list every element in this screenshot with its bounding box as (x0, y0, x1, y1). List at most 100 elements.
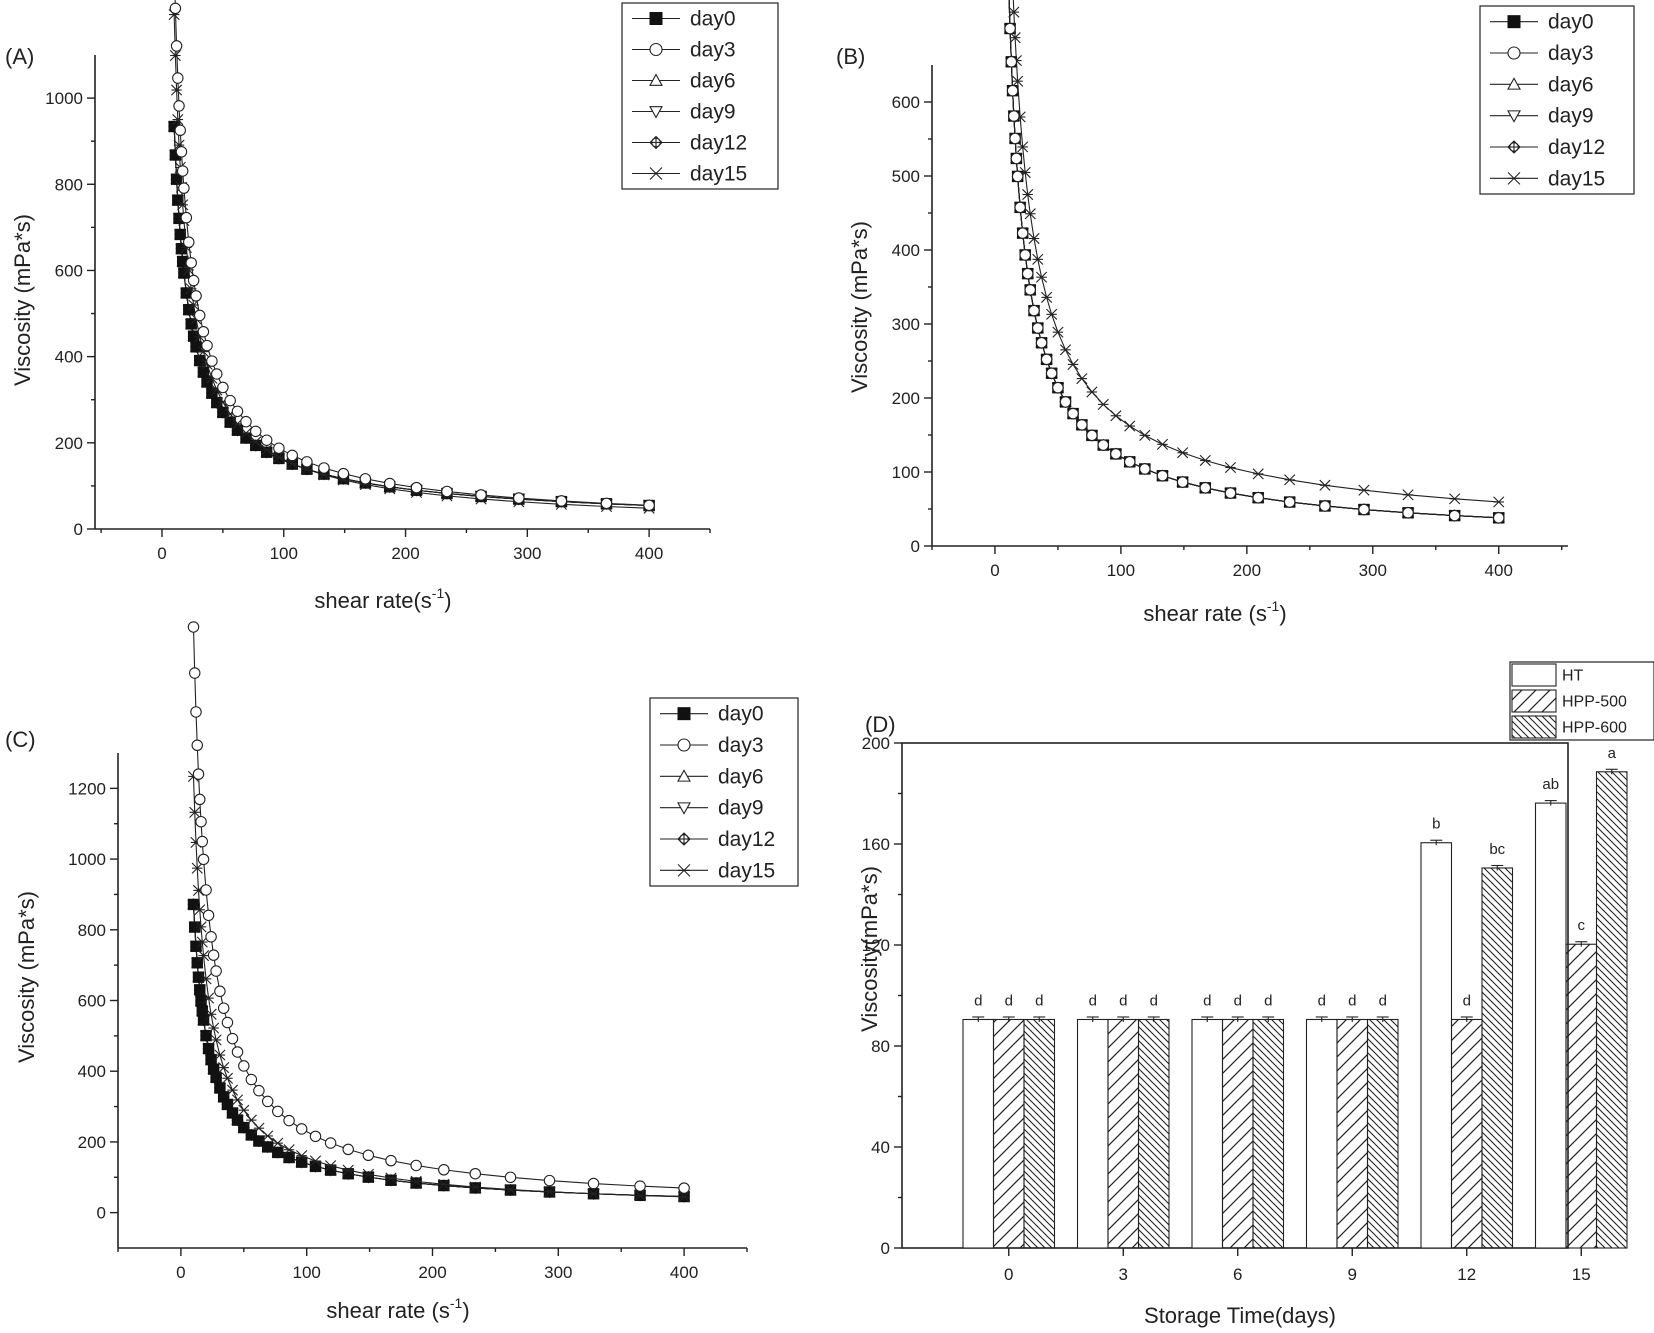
panel-b-plot: 0 100 200 300 400 0 100 200 300 400 500 600 day0 day3… (892, 0, 1635, 580)
panel-c-point-day3 (207, 949, 220, 961)
panel-b-xlabel: shear rate (s-1) (1143, 598, 1286, 626)
panel-d-bar-HPP-500 (1221, 1018, 1254, 1249)
panel-c-series-day12 (192, 904, 685, 1198)
panel-d-bar-HT (1305, 1018, 1338, 1249)
panel-b-point-day15 (1252, 468, 1264, 480)
panel-a-series-day6 (173, 126, 650, 507)
panel-a-xtick-label: 0 (157, 544, 166, 563)
panel-c-xtick-label: 100 (293, 1263, 321, 1282)
panel-b-point-day3 (1110, 448, 1122, 460)
panel-b-legend-label-day9: day9 (1548, 105, 1594, 128)
panel-a-point-day3 (250, 425, 262, 438)
panel-b-point-day3 (1008, 110, 1020, 122)
panel-b-ytick-label: 500 (892, 167, 920, 186)
panel-b-legend-marker-day6 (1507, 77, 1521, 90)
panel-c-point-day0 (262, 1141, 274, 1153)
panel-b-point-day3 (1156, 469, 1169, 482)
panel-d-letter-HPP-600: d (1150, 992, 1158, 1009)
panel-c-point-day0 (410, 1177, 422, 1189)
panel-b-point-day15 (1402, 489, 1414, 501)
panel-b-point-day15 (1059, 344, 1072, 356)
panel-a-point-day3 (410, 481, 423, 494)
panel-b-point-day3 (1005, 56, 1018, 68)
panel-b-point-day15 (1017, 141, 1029, 153)
panel-d-ytick-label: 160 (862, 835, 890, 854)
panel-c-point-day3 (205, 931, 217, 943)
panel-c-point-day3 (190, 706, 202, 718)
panel-a-series-day12 (173, 126, 650, 507)
panel-a-plot: 0 100 200 300 40002004006008001000day0day3da… (45, 0, 779, 563)
panel-c-point-day3 (238, 1060, 250, 1072)
panel-c-point-day0 (231, 1114, 244, 1126)
panel-b-series-day6 (1008, 0, 1499, 519)
panel-d-bar-HT (1191, 1018, 1224, 1249)
panel-b-point-day3 (1014, 201, 1026, 214)
panel-a-point-day0 (190, 341, 202, 353)
panel-d-letter-HT: d (1089, 992, 1097, 1009)
panel-d-bar-HPP-600 (1366, 1018, 1399, 1249)
panel-c-point-day15 (226, 1084, 239, 1096)
panel-b-legend-marker-day3 (1507, 46, 1521, 60)
panel-a-point-day3 (211, 368, 223, 380)
panel-c-point-day3 (195, 815, 207, 828)
panel-c: (C) 0 100 200 300 400 0 200 400 600 800 1000 1200 da… (5, 621, 799, 1323)
panel-b-series-day3 (1008, 0, 1499, 519)
panel-a-series-day9 (173, 126, 650, 507)
panel-c-point-day15 (438, 1178, 450, 1190)
panel-c-point-day0 (238, 1121, 250, 1134)
panel-c-legend-label-day9: day9 (718, 797, 764, 820)
panel-a-point-day3 (513, 492, 525, 504)
panel-d-bar-HPP-600 (1137, 1018, 1170, 1249)
panel-c-point-day3 (192, 768, 205, 780)
panel-c-point-day3 (438, 1164, 450, 1176)
panel-a-point-day3 (185, 257, 197, 269)
panel-b-point-day3 (1040, 353, 1053, 366)
panel-a-legend-marker-day12 (649, 135, 663, 150)
panel-b-point-day15 (1449, 493, 1461, 505)
panel-c-series-day15 (192, 776, 685, 1198)
panel-d-bar-HPP-500 (1336, 1018, 1369, 1249)
panel-b-point-day3 (1028, 304, 1040, 317)
panel-d-xtick-label: 6 (1233, 1265, 1242, 1284)
panel-a-point-day3 (224, 394, 236, 407)
panel-a-point-day15 (172, 113, 184, 126)
panel-b-point-day15 (1008, 6, 1020, 18)
panel-b-legend: day0 day3 day6 day9 day12 day15 (1479, 5, 1635, 195)
panel-a-legend-label-day6: day6 (690, 70, 736, 93)
panel-c-series-day6 (192, 904, 685, 1198)
panel-c-legend-marker-day9 (677, 802, 691, 815)
panel-c-point-day15 (385, 1172, 397, 1184)
panel-b-point-day3 (1097, 439, 1110, 451)
panel-d-bar-HPP-500 (992, 1018, 1025, 1249)
panel-c-legend-marker-day15 (677, 863, 691, 877)
panel-c-legend-marker-day0 (677, 707, 691, 721)
panel-c-point-day15 (200, 973, 212, 985)
panel-c-point-day3 (231, 1046, 244, 1058)
panel-a-legend-label-day12: day12 (690, 132, 747, 155)
panel-a-point-day15 (169, 49, 181, 62)
panel-a-point-day3 (240, 415, 252, 428)
panel-c-point-day3 (678, 1182, 690, 1194)
panel-b-point-day15 (1076, 373, 1088, 385)
panel-a-point-day3 (174, 124, 186, 137)
panel-c-point-day3 (197, 853, 210, 866)
panel-a-point-day3 (197, 325, 210, 338)
panel-b-point-day15 (1035, 271, 1048, 283)
panel-d-bar-HPP-600 (1023, 1018, 1056, 1249)
panel-a-point-day15 (273, 451, 285, 463)
panel-d-legend-label-HPP-500: HPP-500 (1562, 694, 1627, 711)
panel-c-point-day3 (214, 985, 226, 998)
panel-d-ytick-label: 40 (871, 1138, 890, 1157)
panel-a-point-day15 (286, 457, 298, 470)
panel-c-plot: 0 100 200 300 400020040060080010001200day0da… (68, 621, 799, 1282)
panel-c-point-day15 (504, 1183, 517, 1196)
panel-c-ylabel: Viscosity (mPa*s) (14, 891, 39, 1063)
panel-a-point-day3 (175, 146, 188, 158)
panel-a-xtick-label: 400 (635, 544, 663, 563)
panel-a-legend-marker-day3 (649, 42, 663, 57)
panel-b-point-day15 (1156, 438, 1169, 450)
panel-a-legend-box (621, 2, 779, 190)
panel-d-xtick-label: 12 (1457, 1265, 1476, 1284)
panel-d-letter-HPP-600: a (1608, 745, 1617, 762)
